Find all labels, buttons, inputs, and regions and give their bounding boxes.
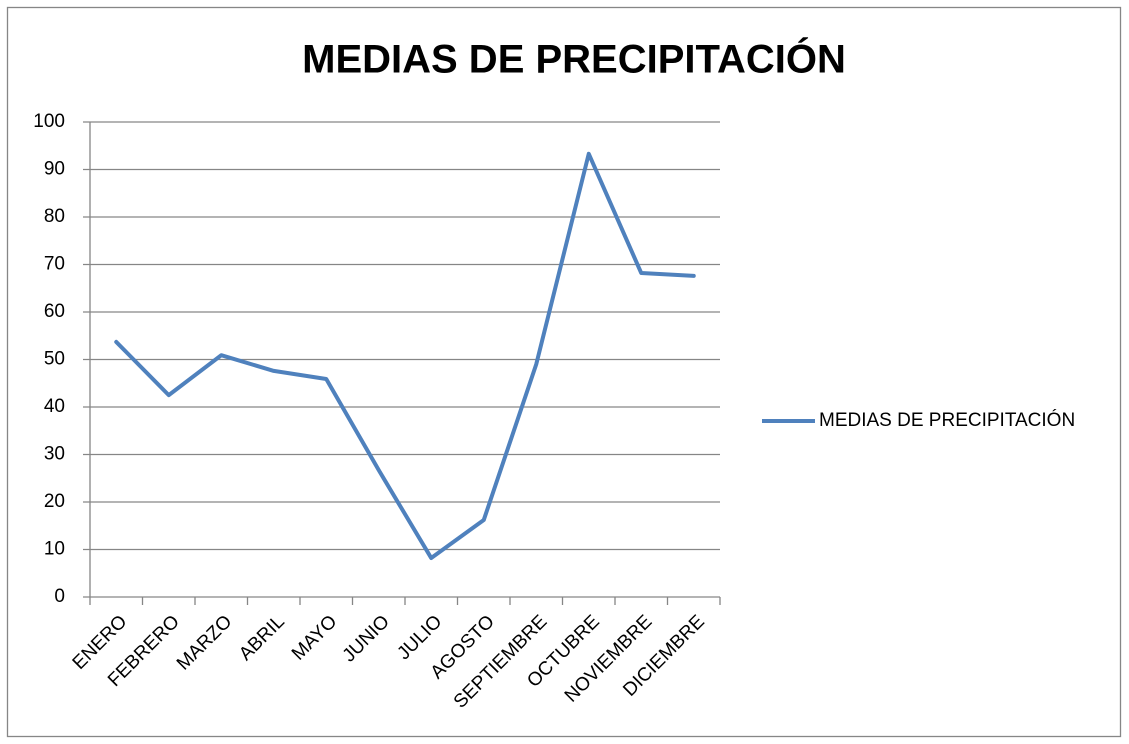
y-tick-label: 100: [33, 111, 65, 132]
y-tick-label: 10: [44, 539, 65, 560]
legend-label: MEDIAS DE PRECIPITACIÓN: [819, 409, 1075, 431]
y-tick-label: 60: [44, 301, 65, 322]
y-tick-label: 40: [44, 396, 65, 417]
line-series: [114, 151, 696, 561]
y-tick-label: 0: [54, 586, 65, 607]
y-tick-label: 90: [44, 159, 65, 180]
y-tick-label: 80: [44, 206, 65, 227]
y-tick-label: 20: [44, 491, 65, 512]
chart-border: [6, 6, 1122, 738]
chart-title: MEDIAS DE PRECIPITACIÓN: [302, 36, 846, 82]
y-tick-label: 30: [44, 444, 65, 465]
y-tick-label: 50: [44, 349, 65, 370]
y-tick-label: 70: [44, 254, 65, 275]
